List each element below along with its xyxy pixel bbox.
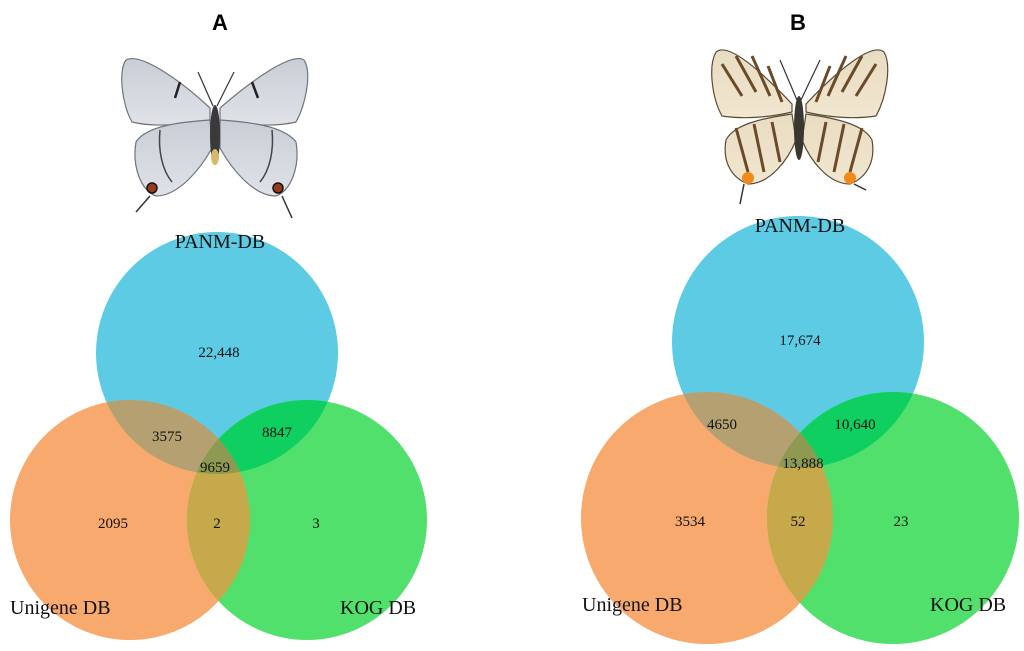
venn-diagram-a (10, 232, 427, 640)
count-all: 13,888 (782, 456, 823, 472)
butterfly-striped-icon (711, 49, 889, 205)
count-panm-unigene: 3575 (152, 429, 182, 445)
panel-b: B (581, 10, 1019, 644)
count-all: 9659 (200, 460, 230, 476)
count-kog-only: 23 (894, 514, 909, 530)
panel-a-letter: A (212, 10, 228, 35)
panel-a: A (10, 10, 427, 640)
count-panm-kog: 8847 (262, 425, 293, 441)
count-unigene-only: 2095 (98, 516, 128, 532)
panel-b-letter: B (790, 10, 806, 35)
venn-diagram-b (581, 216, 1019, 644)
count-panm-only: 22,448 (198, 345, 239, 361)
count-unigene-only: 3534 (675, 514, 706, 530)
label-unigene: Unigene DB (10, 597, 111, 619)
overlap-panm-unigene (96, 400, 250, 474)
count-panm-only: 17,674 (779, 333, 821, 349)
overlap-panm-kog (187, 400, 338, 474)
count-panm-unigene: 4650 (707, 417, 737, 433)
label-kog: KOG DB (340, 597, 416, 619)
overlap-panm-unigene (672, 392, 833, 468)
overlap-panm-kog (767, 392, 924, 468)
count-unigene-kog: 2 (213, 516, 221, 532)
label-panm: PANM-DB (755, 215, 845, 237)
count-unigene-kog: 52 (791, 514, 806, 530)
label-panm: PANM-DB (175, 231, 265, 253)
count-kog-only: 3 (312, 516, 320, 532)
butterfly-silver-icon (121, 58, 309, 219)
label-unigene: Unigene DB (582, 594, 683, 616)
count-panm-kog: 10,640 (834, 417, 875, 433)
label-kog: KOG DB (930, 594, 1006, 616)
